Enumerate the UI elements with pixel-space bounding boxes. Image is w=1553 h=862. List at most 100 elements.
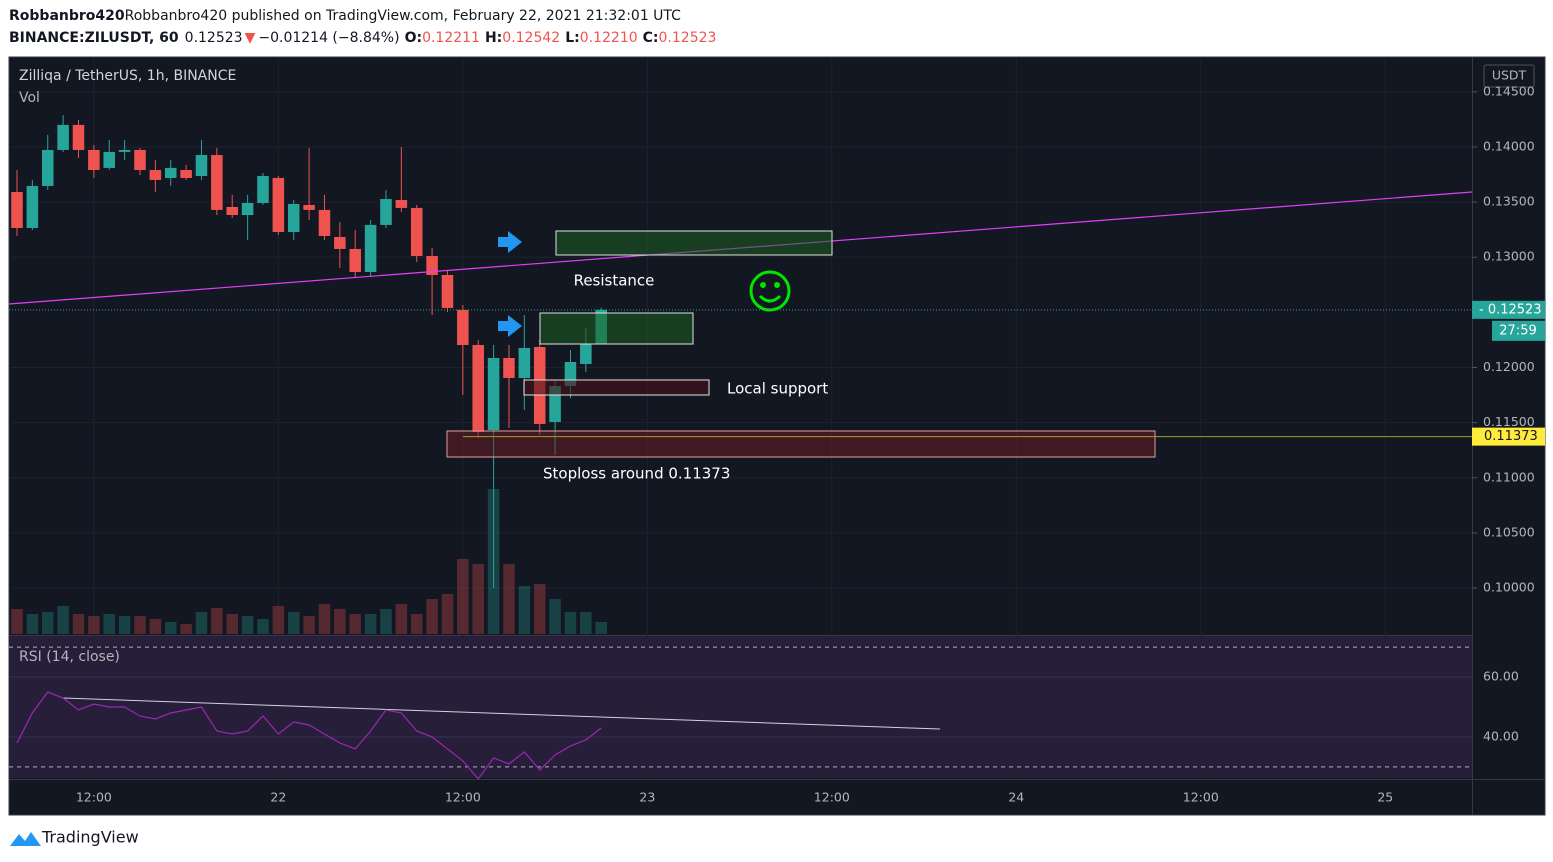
header-field: −0.01214 (−8.84%)	[258, 30, 399, 46]
candle-body	[257, 175, 269, 203]
volume-bar	[164, 622, 177, 634]
rsi-tick-label: 60.00	[1483, 669, 1519, 684]
y-tick-label: 0.10500	[1483, 524, 1535, 539]
volume-bar	[533, 584, 546, 634]
volume-bar	[72, 614, 85, 634]
volume-bar	[395, 604, 408, 634]
candle-body	[88, 149, 100, 171]
volume-bar	[564, 612, 577, 634]
volume-bar	[134, 616, 146, 634]
volume-bar	[26, 614, 39, 634]
header-field: 0.12211	[422, 30, 480, 46]
volume-bar	[149, 619, 162, 634]
smiley	[749, 270, 791, 312]
volume-bar	[441, 594, 454, 634]
candle-body	[134, 149, 146, 171]
volume-bar	[195, 612, 208, 634]
candle-body	[518, 347, 531, 378]
volume-bar	[118, 616, 131, 634]
candle-body	[334, 236, 346, 249]
x-tick-label: 12:00	[445, 790, 481, 805]
target-box	[539, 312, 694, 345]
candle-body	[564, 361, 577, 387]
chart-title: Zilliqa / TetherUS, 1h, BINANCE	[19, 68, 236, 84]
y-tick-label: 0.10000	[1483, 580, 1535, 595]
candle-body	[164, 167, 177, 178]
volume-bar	[287, 612, 300, 634]
volume-bar	[410, 614, 423, 634]
x-tick-label: 22	[270, 790, 286, 805]
candle-body	[41, 149, 54, 187]
symbol-line: BINANCE:ZILUSDT, 60 0.12523 ▼ −0.01214 (−8.…	[9, 30, 716, 46]
volume-bar	[334, 609, 346, 634]
candle-body	[72, 124, 85, 150]
candle-body	[226, 206, 238, 216]
brand: TradingView	[41, 828, 139, 847]
volume-bar	[272, 606, 285, 634]
candle-body	[441, 274, 454, 308]
volume-bar	[518, 586, 531, 634]
header-field: 0.12542	[502, 30, 560, 46]
volume-bar	[503, 564, 515, 634]
currency: USDT	[1492, 68, 1527, 83]
volume-bar	[318, 604, 331, 634]
currency-box[interactable]	[1483, 64, 1535, 88]
volume-bar	[241, 616, 254, 634]
volume-bar	[180, 624, 192, 634]
x-tick-label: 24	[1008, 790, 1024, 805]
volume-bar	[226, 614, 238, 634]
candle-body	[241, 202, 254, 216]
x-tick-label: 25	[1377, 790, 1393, 805]
candle-body	[57, 124, 69, 150]
candle-body	[457, 309, 469, 346]
header-field: ▼	[245, 30, 256, 46]
stop-tag	[1472, 427, 1545, 446]
x-tick-label: 23	[639, 790, 655, 805]
arrow	[498, 231, 522, 253]
support-box	[523, 379, 710, 396]
candle-body	[380, 199, 392, 225]
header-field: 0.12210	[580, 30, 638, 46]
x-tick-label: 12:00	[814, 790, 850, 805]
x-tick-label: 12:00	[1183, 790, 1219, 805]
last-price-tag	[1472, 300, 1545, 319]
y-tick-label: 0.13000	[1483, 249, 1535, 264]
volume-bar	[472, 564, 484, 634]
candle-body	[287, 203, 300, 232]
candle-body	[364, 224, 377, 273]
volume-bar	[349, 614, 361, 634]
countdown: 27:59	[1499, 323, 1536, 338]
header-field: 0.12523	[659, 30, 717, 46]
volume-bar	[364, 614, 377, 634]
countdown-tag	[1492, 320, 1545, 341]
header-field: BINANCE:ZILUSDT, 60	[9, 30, 179, 46]
rsi-line	[16, 691, 602, 780]
volume-bar	[257, 619, 269, 634]
candle-body	[180, 170, 192, 178]
candle-body	[272, 177, 285, 232]
volume-bar	[457, 559, 469, 634]
candle-body	[26, 186, 39, 229]
volume-bar	[303, 616, 315, 634]
header-field: L:	[565, 30, 580, 46]
volume-bar	[595, 622, 607, 634]
candle-body	[11, 191, 23, 229]
volume-bar	[426, 599, 438, 634]
published: Robbanbro420 published on TradingView.co…	[125, 8, 682, 24]
candle-body	[580, 344, 592, 364]
volume-bar	[549, 599, 561, 634]
candle-body	[118, 149, 131, 152]
candle-body	[349, 248, 361, 273]
arrow	[498, 315, 522, 337]
y-tick-label: 0.11500	[1483, 414, 1535, 429]
candle-body	[549, 386, 561, 422]
resistance-box	[555, 230, 833, 256]
logo	[10, 832, 41, 846]
volume-bar	[103, 614, 116, 634]
y-tick-label: 0.14500	[1483, 83, 1535, 98]
rsi-title: RSI (14, close)	[19, 649, 120, 665]
volume-bar	[211, 608, 223, 634]
candle-body	[487, 358, 500, 431]
volume-bar	[57, 606, 69, 634]
